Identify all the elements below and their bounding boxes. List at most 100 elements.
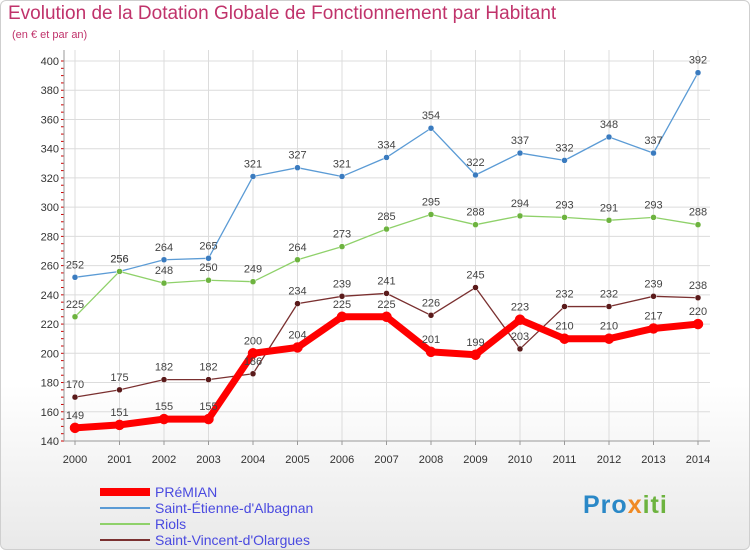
y-tick-label: 200 — [41, 348, 59, 360]
grid-lines — [64, 50, 710, 442]
data-label: 225 — [377, 299, 395, 311]
data-point — [650, 149, 657, 157]
data-label: 248 — [155, 265, 173, 277]
logo-part-1: Pro — [583, 491, 628, 519]
data-label: 232 — [555, 289, 573, 301]
data-point — [561, 214, 568, 221]
series-2 — [71, 284, 702, 401]
data-point — [427, 312, 435, 319]
data-label: 149 — [66, 410, 84, 422]
series-lines — [69, 69, 704, 434]
data-point — [249, 370, 257, 378]
data-point — [205, 276, 212, 284]
y-tick-label: 280 — [41, 231, 59, 243]
data-label: 200 — [244, 335, 262, 347]
data-label: 239 — [333, 278, 351, 290]
data-label: 204 — [288, 329, 306, 341]
data-label: 220 — [689, 306, 707, 318]
data-point — [650, 214, 657, 221]
data-label: 249 — [244, 264, 262, 276]
data-label: 294 — [511, 198, 529, 210]
data-point — [561, 303, 568, 310]
data-point — [694, 294, 702, 302]
data-point — [470, 349, 481, 361]
data-label: 225 — [66, 299, 84, 311]
data-label: 201 — [422, 334, 440, 346]
data-label: 291 — [600, 202, 618, 214]
y-tick-label: 300 — [41, 202, 59, 214]
data-label: 354 — [422, 110, 440, 122]
data-point — [338, 293, 346, 300]
legend-swatch — [100, 507, 150, 509]
data-point — [336, 311, 348, 323]
data-point — [561, 157, 568, 164]
series-0 — [71, 69, 702, 281]
data-label: 256 — [110, 253, 128, 265]
data-point — [650, 293, 657, 300]
data-point — [158, 413, 170, 425]
data-label: 203 — [511, 331, 529, 343]
y-tick-label: 220 — [41, 319, 59, 331]
data-point — [383, 154, 390, 161]
data-label: 239 — [644, 278, 662, 290]
data-label: 151 — [110, 407, 128, 419]
data-point — [247, 348, 259, 359]
y-tick-label: 180 — [41, 378, 59, 390]
data-label: 252 — [66, 259, 84, 271]
data-label: 170 — [66, 379, 84, 391]
y-tick-label: 240 — [41, 290, 59, 302]
data-point — [338, 243, 346, 250]
series-3 — [69, 311, 704, 434]
legend-label: Saint-Étienne-d'Albagnan — [155, 500, 314, 516]
x-tick-label: 2007 — [374, 454, 398, 466]
data-label: 334 — [377, 139, 395, 151]
y-tick-label: 380 — [41, 85, 59, 97]
data-label: 223 — [511, 302, 529, 314]
data-point — [71, 393, 79, 401]
data-point — [605, 217, 613, 224]
data-point — [116, 268, 123, 275]
legend-label: Saint-Vincent-d'Olargues — [155, 532, 310, 548]
data-point — [516, 149, 524, 157]
data-label: 273 — [333, 229, 351, 241]
y-tick-label: 360 — [41, 114, 59, 126]
data-point — [425, 346, 437, 358]
legend-label: Riols — [155, 516, 187, 532]
data-point — [160, 376, 168, 383]
x-tick-label: 2008 — [419, 454, 443, 466]
data-labels: 252 256 264 265 321 327 321 334 354 322 337 332 348 3… — [66, 55, 707, 422]
chart-subtitle: (en € et par an) — [12, 29, 88, 41]
data-point — [114, 419, 125, 431]
data-label: 186 — [244, 356, 262, 368]
data-point — [71, 313, 79, 321]
data-label: 288 — [689, 207, 707, 219]
data-label: 348 — [600, 119, 618, 131]
x-tick-label: 2011 — [553, 454, 577, 466]
data-point — [427, 124, 435, 132]
data-label: 199 — [466, 337, 484, 349]
data-label: 327 — [288, 150, 306, 162]
data-label: 182 — [199, 362, 217, 374]
data-point — [516, 212, 524, 220]
data-point — [338, 173, 346, 180]
data-label: 332 — [555, 142, 573, 154]
data-label: 245 — [466, 270, 484, 282]
data-point — [694, 69, 702, 76]
data-label: 264 — [288, 242, 306, 254]
data-point — [648, 323, 659, 334]
data-point — [383, 225, 390, 233]
x-tick-label: 2012 — [597, 454, 621, 466]
x-tick-label: 2000 — [63, 454, 87, 466]
x-tick-label: 2006 — [330, 454, 354, 466]
x-tick-label: 2003 — [196, 454, 220, 466]
data-label: 210 — [555, 321, 573, 333]
data-label: 288 — [466, 207, 484, 219]
data-point — [605, 303, 613, 310]
data-label: 175 — [110, 372, 128, 384]
data-point — [116, 386, 123, 394]
data-point — [205, 255, 212, 262]
data-label: 241 — [377, 275, 395, 287]
data-label: 238 — [689, 280, 707, 292]
data-label: 337 — [644, 135, 662, 147]
x-tick-label: 2001 — [107, 454, 131, 466]
